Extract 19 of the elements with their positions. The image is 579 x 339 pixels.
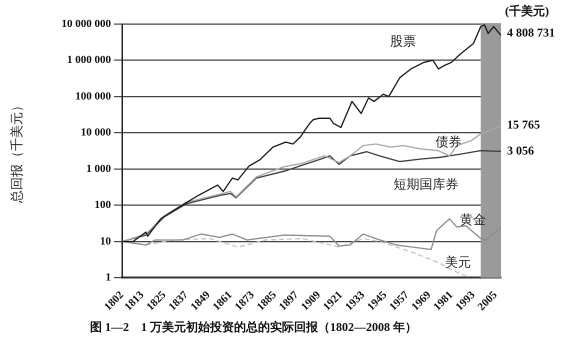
y-tick-label: 1	[106, 272, 111, 284]
y-tick-label: 100 000	[75, 90, 112, 102]
text: 4 808 731	[507, 26, 555, 40]
y-tick-label: 10 000	[80, 126, 112, 139]
y-tick-label: 1 000 000	[67, 54, 112, 66]
text: (千美元)	[505, 4, 549, 18]
y-tick-label: 1 000	[86, 162, 112, 175]
y-axis-title: 总回报（千美元）	[9, 98, 24, 204]
series-label: 美元	[444, 254, 471, 270]
y-tick-label: 10	[100, 235, 112, 248]
text: 3 056	[507, 143, 534, 158]
series-label: 黄金	[460, 212, 486, 228]
series-label: 股票	[390, 34, 416, 49]
y-tick-label: 100	[94, 199, 112, 212]
y-tick-label: 10 000 000	[62, 18, 112, 30]
text: 15 765	[507, 118, 540, 132]
text: 图 1—2 1 万美元初始投资的总的实际回报（1802—2008 年）	[90, 320, 417, 334]
series-label: 短期国库券	[394, 176, 459, 192]
series-label: 债券	[435, 134, 462, 150]
